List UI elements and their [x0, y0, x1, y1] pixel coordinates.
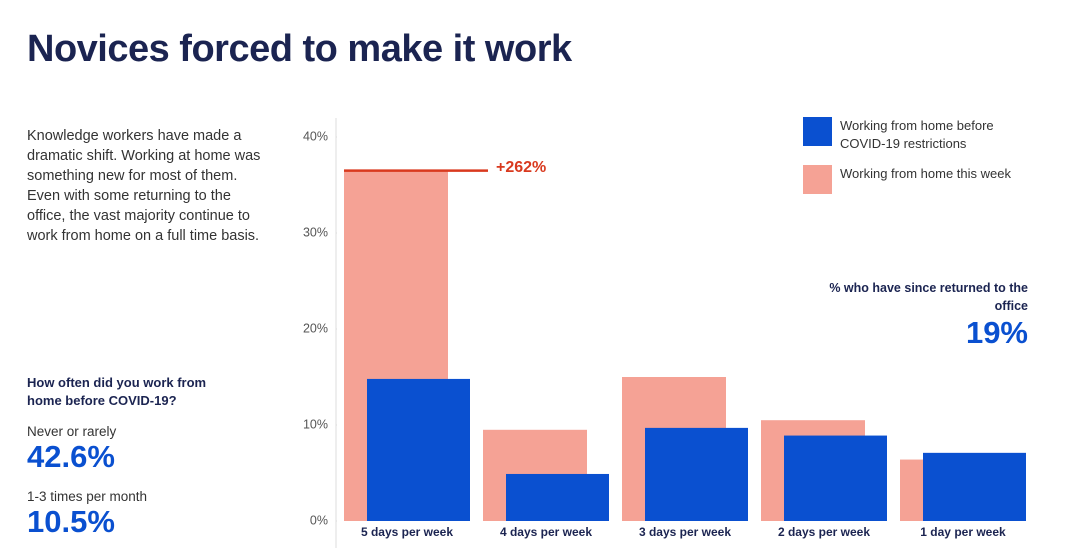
bar — [645, 427, 748, 521]
y-tick-label: 0% — [310, 513, 328, 527]
stat-label: 1-3 times per month — [27, 489, 148, 504]
side-stat: 1-3 times per month 10.5% — [27, 489, 147, 540]
x-tick-label: 4 days per week — [500, 525, 592, 539]
change-label: +262% — [496, 159, 546, 176]
legend-label: Working from home this week — [840, 166, 1011, 181]
side-question: How often did you work from home before … — [27, 375, 207, 408]
x-tick-label: 2 days per week — [778, 525, 870, 539]
legend: Working from home before COVID-19 restri… — [803, 117, 1043, 206]
x-tick-label: 5 days per week — [361, 525, 453, 539]
side-stats: Never or rarely 42.6% 1-3 times per month 1… — [27, 424, 147, 554]
returned-value: 19% — [965, 315, 1028, 350]
y-tick-label: 10% — [303, 417, 328, 431]
y-tick-label: 20% — [303, 321, 328, 335]
x-tick-label: 1 day per week — [920, 525, 1006, 539]
bar — [923, 452, 1026, 521]
title: Novices forced to make it work — [27, 28, 572, 70]
returned-label: % who have since returned to the office — [829, 281, 1028, 313]
x-tick-label: 3 days per week — [639, 525, 731, 539]
legend-item: Working from home this week — [803, 165, 1043, 194]
stat-value: 10.5% — [27, 504, 115, 539]
description: Knowledge workers have made a dramatic s… — [27, 128, 261, 244]
y-tick-label: 40% — [303, 129, 328, 143]
side-stat: Never or rarely 42.6% — [27, 424, 147, 475]
legend-swatch — [803, 117, 832, 146]
legend-label: Working from home before COVID-19 restri… — [840, 118, 994, 151]
stat-label: Never or rarely — [27, 424, 117, 439]
y-tick-label: 30% — [303, 225, 328, 239]
stat-value: 42.6% — [27, 439, 115, 474]
legend-item: Working from home before COVID-19 restri… — [803, 117, 1043, 153]
returned-annotation: % who have since returned to the office … — [828, 279, 1028, 351]
bar — [506, 473, 609, 521]
bar — [784, 435, 887, 521]
legend-swatch — [803, 165, 832, 194]
bar — [367, 378, 470, 521]
